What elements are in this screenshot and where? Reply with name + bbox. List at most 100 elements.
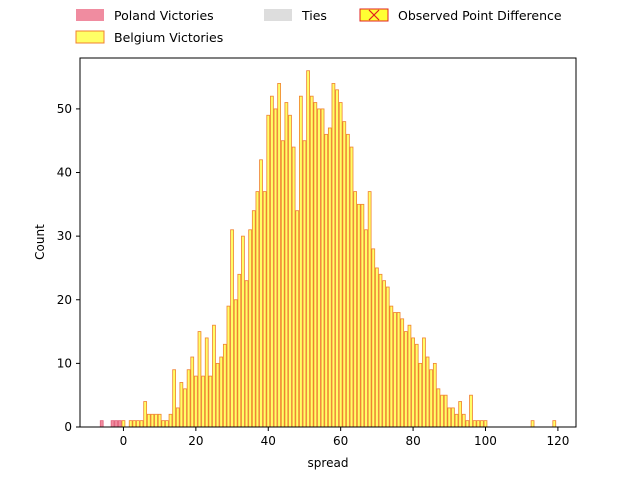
bar-series2-54 xyxy=(320,108,325,428)
legend-label-poland: Poland Victories xyxy=(114,8,214,23)
bar-series2-17 xyxy=(186,369,191,428)
bar-series2-34 xyxy=(248,229,253,428)
y-tick-label-0: 0 xyxy=(64,420,72,434)
bar-series2-29 xyxy=(230,229,234,428)
bar-series0-0 xyxy=(99,420,104,428)
legend-label-belgium: Belgium Victories xyxy=(114,30,223,45)
bar-series2-28 xyxy=(226,305,231,428)
bar-series2-51 xyxy=(309,95,314,428)
bar-series2-9 xyxy=(157,413,162,428)
bar-series2-47 xyxy=(295,210,300,428)
bar-series2-60 xyxy=(342,121,347,428)
bar-series2-25 xyxy=(215,362,220,428)
bar-series2-21 xyxy=(201,375,205,428)
bar-series2-12 xyxy=(168,413,173,428)
bar-series2-45 xyxy=(288,114,292,428)
bar-series2-8 xyxy=(154,413,158,428)
x-tick-label-4: 80 xyxy=(405,434,420,448)
bar-series2-3 xyxy=(136,420,140,428)
legend-label-observed: Observed Point Difference xyxy=(398,8,562,23)
bar-series2-2 xyxy=(132,420,137,428)
bar-series2-40 xyxy=(270,95,274,428)
bar-series2-81 xyxy=(418,362,423,428)
legend: Poland Victories Ties Observed Point Dif… xyxy=(75,8,562,45)
bar-series2-90 xyxy=(451,407,455,428)
bar-series2-92 xyxy=(458,401,463,428)
bar-series2-49 xyxy=(302,140,307,428)
bar-series2-70 xyxy=(378,273,383,428)
bar-series2-78 xyxy=(407,324,412,428)
bar-series2-89 xyxy=(447,407,452,428)
bar-series0-2 xyxy=(114,420,119,428)
bar-series2-91 xyxy=(454,413,459,428)
bar-series2-75 xyxy=(396,312,401,428)
bar-series2-11 xyxy=(165,420,169,428)
bar-series2-79 xyxy=(411,337,415,428)
bar-series2-4 xyxy=(139,420,144,428)
y-tick-label-4: 40 xyxy=(57,166,72,180)
plot-frame xyxy=(79,57,577,428)
bar-series2-46 xyxy=(291,146,296,428)
bar-series2-26 xyxy=(219,356,224,428)
bar-series2-52 xyxy=(313,102,318,428)
y-axis-label: Count xyxy=(33,224,47,260)
bar-series2-59 xyxy=(338,102,343,428)
bar-series2-67 xyxy=(367,191,372,428)
bar-series2-80 xyxy=(414,343,419,428)
bar-series2-39 xyxy=(266,114,271,428)
bar-series2-101 xyxy=(552,420,557,428)
bar-series2-16 xyxy=(183,388,187,428)
bar-series2-71 xyxy=(382,280,386,428)
bar-series2-72 xyxy=(385,286,390,428)
x-tick-label-0: 0 xyxy=(120,434,128,448)
bar-series2-83 xyxy=(425,356,430,428)
bar-series2-97 xyxy=(476,420,481,428)
bar-series2-74 xyxy=(393,312,397,428)
bar-series2-14 xyxy=(175,407,180,428)
bar-series2-44 xyxy=(284,102,289,428)
ticks-group: 0 20 40 60 80 100 120 0 10 20 30 40 50 xyxy=(57,102,570,448)
bar-series2-5 xyxy=(143,401,148,428)
bar-series2-24 xyxy=(212,324,216,428)
bar-series2-32 xyxy=(241,235,245,428)
bar-series2-23 xyxy=(208,375,213,428)
y-tick-label-2: 20 xyxy=(57,293,72,307)
bar-series2-18 xyxy=(190,356,195,428)
bar-series2-82 xyxy=(422,337,426,428)
bar-series2-88 xyxy=(443,394,448,428)
bar-series2-22 xyxy=(204,337,209,428)
legend-swatch-observed xyxy=(359,8,389,22)
bar-series2-0 xyxy=(121,420,126,428)
bar-series2-53 xyxy=(317,108,321,428)
bar-series2-93 xyxy=(461,413,466,428)
y-tick-label-3: 30 xyxy=(57,229,72,243)
bar-series2-7 xyxy=(150,413,155,428)
bar-series2-58 xyxy=(335,89,339,428)
bar-series2-99 xyxy=(483,420,488,428)
x-axis-label: spread xyxy=(308,456,349,470)
bar-series2-62 xyxy=(349,146,354,428)
legend-label-ties: Ties xyxy=(301,8,327,23)
bar-series2-13 xyxy=(172,369,176,428)
x-tick-label-5: 100 xyxy=(474,434,497,448)
x-tick-label-6: 120 xyxy=(546,434,569,448)
bar-series2-96 xyxy=(472,420,477,428)
bar-series2-65 xyxy=(360,203,365,428)
bar-series2-27 xyxy=(222,343,227,428)
bar-series2-66 xyxy=(364,229,368,428)
bar-series2-36 xyxy=(255,191,260,428)
bar-series2-19 xyxy=(194,375,198,428)
bar-series2-42 xyxy=(277,83,281,428)
bar-series2-95 xyxy=(469,394,473,428)
bar-series2-1 xyxy=(128,420,133,428)
bar-series2-63 xyxy=(353,191,358,428)
bar-series2-20 xyxy=(197,331,202,428)
bar-series2-33 xyxy=(244,280,249,428)
bar-series2-43 xyxy=(280,140,285,428)
x-tick-label-1: 20 xyxy=(188,434,203,448)
bar-series2-37 xyxy=(259,159,263,428)
bar-series2-31 xyxy=(237,273,242,428)
bar-series2-87 xyxy=(440,394,444,428)
bar-series2-15 xyxy=(179,382,184,428)
